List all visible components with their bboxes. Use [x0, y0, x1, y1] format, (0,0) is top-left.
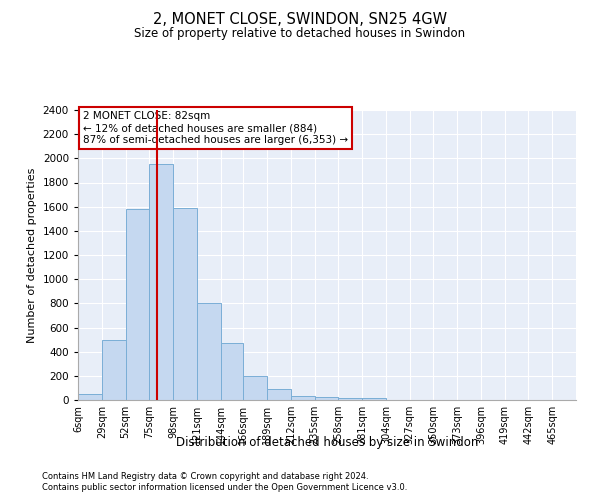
Text: Size of property relative to detached houses in Swindon: Size of property relative to detached ho…: [134, 28, 466, 40]
Bar: [78, 394, 102, 400]
Bar: [125, 209, 149, 400]
Bar: [314, 397, 338, 400]
Text: 2, MONET CLOSE, SWINDON, SN25 4GW: 2, MONET CLOSE, SWINDON, SN25 4GW: [153, 12, 447, 28]
Bar: [267, 389, 291, 400]
Bar: [102, 340, 125, 400]
Bar: [338, 398, 362, 400]
Text: Contains public sector information licensed under the Open Government Licence v3: Contains public sector information licen…: [42, 484, 407, 492]
Bar: [221, 342, 244, 400]
Text: Contains HM Land Registry data © Crown copyright and database right 2024.: Contains HM Land Registry data © Crown c…: [42, 472, 368, 481]
Y-axis label: Number of detached properties: Number of detached properties: [27, 168, 37, 342]
Bar: [197, 304, 221, 400]
Text: Distribution of detached houses by size in Swindon: Distribution of detached houses by size …: [176, 436, 478, 449]
Bar: [362, 398, 386, 400]
Text: 2 MONET CLOSE: 82sqm
← 12% of detached houses are smaller (884)
87% of semi-deta: 2 MONET CLOSE: 82sqm ← 12% of detached h…: [83, 112, 348, 144]
Bar: [291, 396, 314, 400]
Bar: [244, 376, 267, 400]
Bar: [149, 164, 173, 400]
Bar: [173, 208, 197, 400]
